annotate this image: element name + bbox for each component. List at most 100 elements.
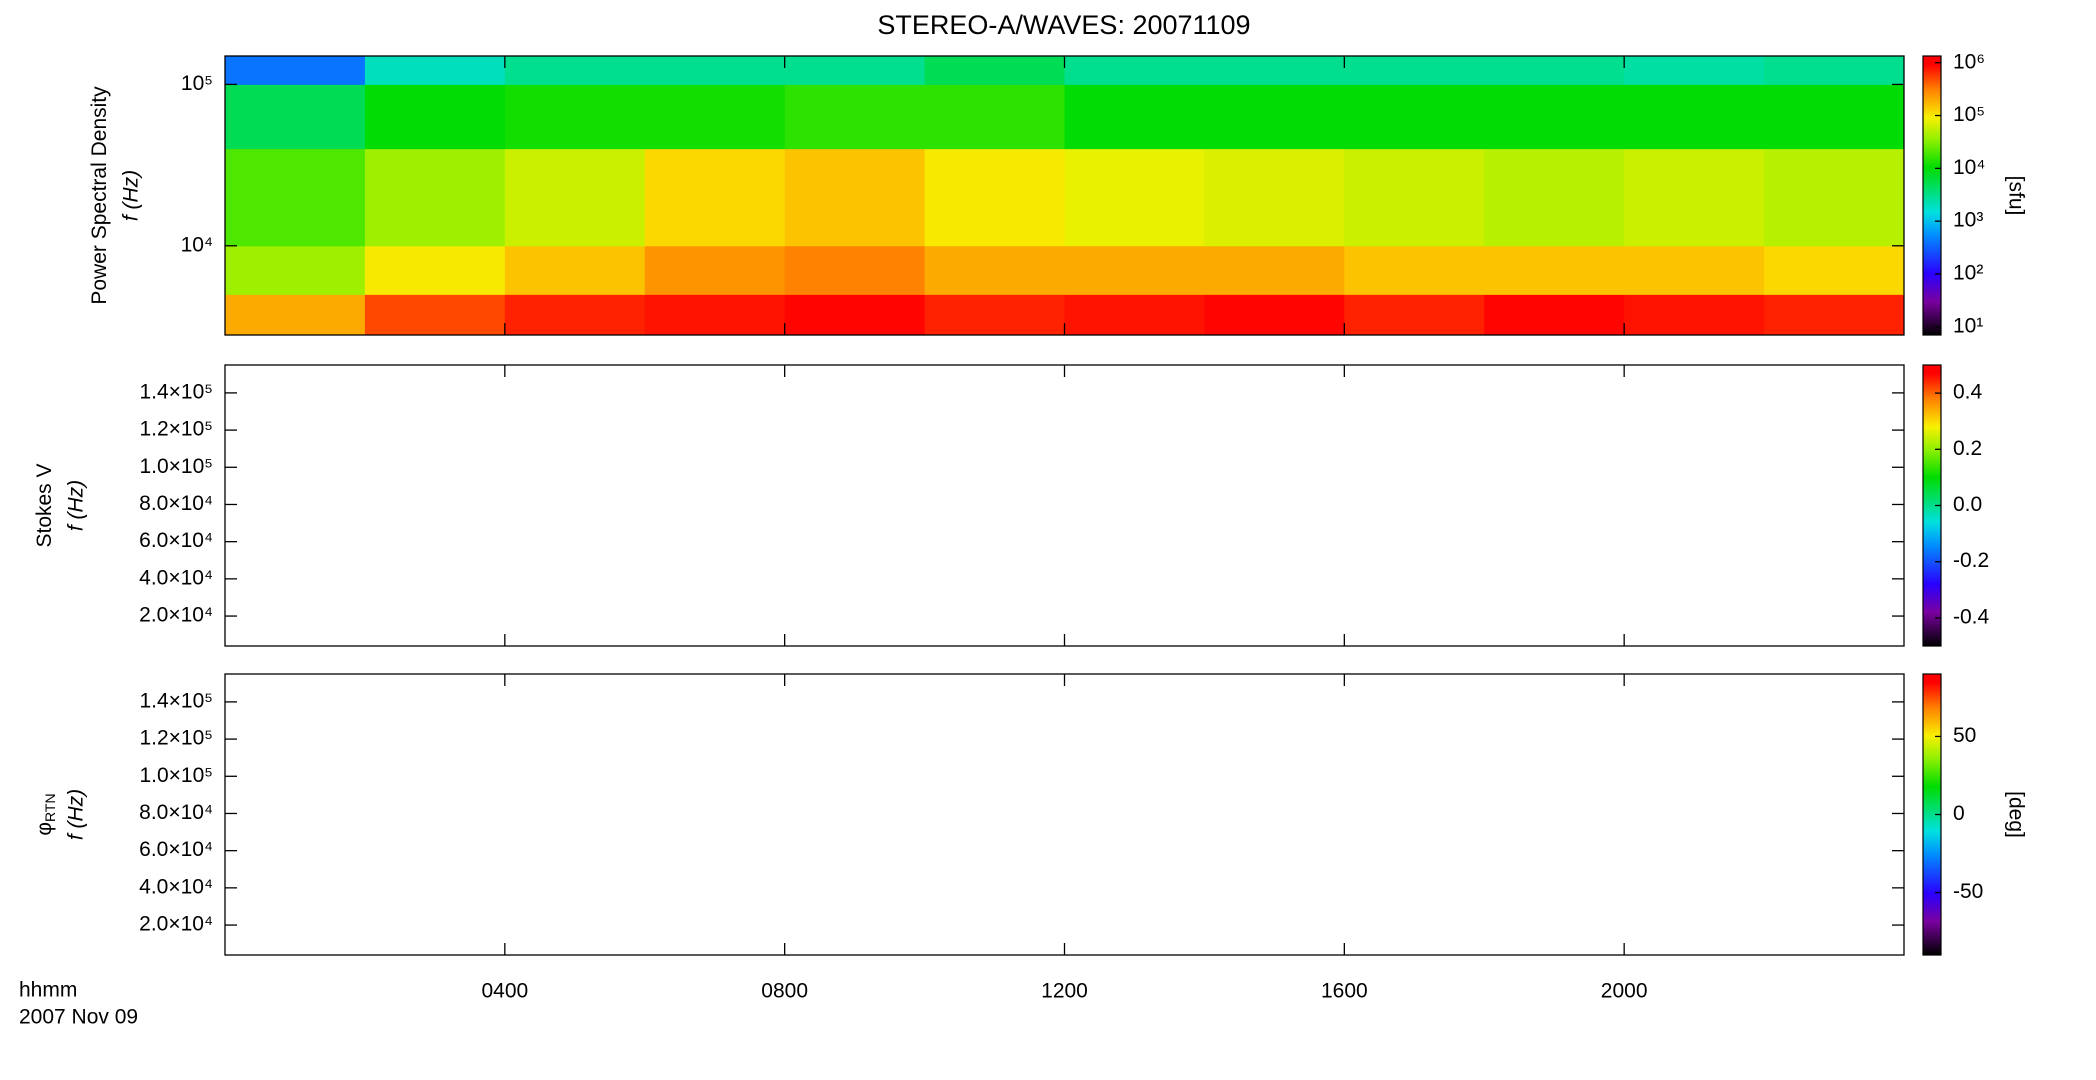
heatmap-cell [225,245,366,295]
plot-frame [224,673,1905,956]
y-tick-label: 1.4×10⁵ [139,380,213,403]
y-axis-label: f (Hz) [65,789,88,840]
heatmap-cell [1764,245,1905,295]
heatmap-cell [1764,294,1905,336]
colorbar-tick-label: 0 [1953,802,1965,825]
y-tick-label: 1.2×10⁵ [139,418,213,441]
y-tick-label: 2.0×10⁴ [139,913,213,936]
y-tick-label: 1.2×10⁵ [139,727,213,750]
y-tick-label: 6.0×10⁴ [139,838,213,861]
heatmap-cell [364,245,506,295]
colorbar-tick-label: 10³ [1953,209,1983,232]
x-tick-label: 1600 [1321,980,1368,1003]
heatmap-cell [504,294,646,336]
heatmap-cell [504,56,646,85]
heatmap-cell [504,148,646,247]
heatmap-cell [364,84,506,150]
heatmap-cell [644,56,786,85]
y-tick-label: 10⁵ [181,72,213,95]
y-tick-label: 4.0×10⁴ [139,566,213,589]
colorbar-tick-label: -50 [1953,880,1983,903]
plot-frame [224,364,1905,647]
heatmap-cell [1204,245,1345,295]
heatmap-cell [1764,56,1905,85]
y-tick-label: 6.0×10⁴ [139,529,213,552]
heatmap-cell [1204,84,1345,150]
heatmap-cell [924,245,1065,295]
heatmap-cell [1204,56,1345,85]
heatmap-cell [1344,148,1485,247]
heatmap-cell [364,294,506,336]
colorbar-tick-label: 10⁶ [1953,50,1985,73]
heatmap-cell [1204,148,1345,247]
x-axis-label: hhmm [19,979,77,1002]
heatmap-cell [1624,148,1765,247]
heatmap-cell [504,245,646,295]
colorbar-tick-label: 0.2 [1953,437,1982,460]
y-axis-label: f (Hz) [120,170,143,221]
heatmap-cell [364,148,506,247]
heatmap-cell [1344,84,1485,150]
heatmap-cell [1624,84,1765,150]
heatmap-cell [1624,245,1765,295]
y-axis-label: Power Spectral Density [88,86,111,305]
y-tick-label: 1.4×10⁵ [139,689,213,712]
heatmap-cell [364,56,506,85]
y-tick-label: 4.0×10⁴ [139,875,213,898]
heatmap-cell [1064,84,1205,150]
y-axis-label: Stokes V [33,463,56,547]
colorbar [1922,55,1942,336]
heatmap-cell [784,148,926,247]
colorbar-tick-label: 0.4 [1953,381,1983,404]
heatmap-cell [1764,148,1905,247]
heatmap-cell [644,84,786,150]
x-tick-label: 0800 [761,980,808,1003]
heatmap-cell [644,245,786,295]
spectrogram [225,56,1905,336]
heatmap-cell [1624,56,1765,85]
colorbar-tick-label: -0.2 [1953,549,1989,572]
heatmap-cell [784,84,926,150]
heatmap-cell [1764,84,1905,150]
heatmap-cell [1344,56,1485,85]
heatmap-cell [784,56,926,85]
heatmap-cell [1484,245,1625,295]
heatmap-cell [504,84,646,150]
heatmap-cell [225,56,366,85]
heatmap-cell [1484,148,1625,247]
colorbar-tick-label: 10¹ [1953,314,1983,337]
heatmap-cell [1064,148,1205,247]
y-tick-label: 1.0×10⁵ [139,455,213,478]
heatmap-cell [1344,294,1485,336]
y-tick-label: 2.0×10⁴ [139,604,213,627]
heatmap-cell [1484,294,1625,336]
colorbar-label: [sfu] [2004,176,2027,216]
y-axis-label: φRTN [33,793,58,835]
heatmap-cell [924,294,1065,336]
heatmap-cell [924,56,1065,85]
x-tick-label: 1200 [1041,980,1088,1003]
y-tick-label: 10⁴ [181,233,213,256]
heatmap-cell [225,84,366,150]
heatmap-cell [784,245,926,295]
heatmap-cell [1204,294,1345,336]
heatmap-cell [1064,294,1205,336]
heatmap-cell [1064,245,1205,295]
heatmap-cell [1484,56,1625,85]
colorbar-tick-label: 0.0 [1953,493,1982,516]
heatmap-cell [924,148,1065,247]
colorbar-tick-label: -0.4 [1953,605,1990,628]
heatmap-cell [225,148,366,247]
heatmap-cell [644,148,786,247]
y-tick-label: 8.0×10⁴ [139,492,213,515]
heatmap-cell [1064,56,1205,85]
colorbar-tick-label: 10⁵ [1953,103,1985,126]
y-tick-label: 8.0×10⁴ [139,801,213,824]
heatmap-cell [225,294,366,336]
heatmap-cell [644,294,786,336]
colorbar-tick-label: 10⁴ [1953,156,1985,179]
x-axis-label: 2007 Nov 09 [19,1006,138,1029]
heatmap-cell [1344,245,1485,295]
x-tick-label: 0400 [481,980,528,1003]
